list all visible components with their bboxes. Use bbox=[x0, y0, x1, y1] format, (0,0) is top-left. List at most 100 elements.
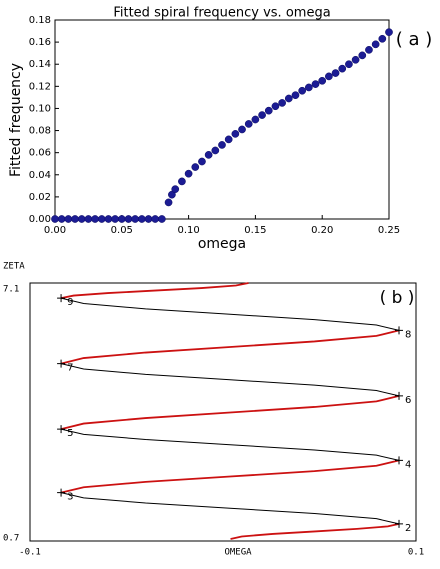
point-marker bbox=[57, 294, 66, 303]
x-tick-label: 0.00 bbox=[44, 225, 66, 236]
data-point bbox=[284, 94, 293, 103]
data-point bbox=[178, 177, 186, 186]
point-marker bbox=[57, 425, 66, 434]
point-label: 4 bbox=[405, 459, 411, 470]
data-point bbox=[131, 215, 140, 223]
data-point bbox=[91, 215, 99, 223]
data-point bbox=[331, 69, 340, 77]
point-marker bbox=[395, 519, 404, 528]
data-point bbox=[171, 185, 180, 193]
point-label: 9 bbox=[67, 297, 73, 308]
annotation: ( b ) bbox=[380, 288, 415, 308]
data-point bbox=[191, 163, 200, 171]
point-marker bbox=[57, 488, 66, 497]
point-label: 6 bbox=[405, 395, 411, 406]
x-axis-label: OMEGA bbox=[224, 548, 252, 558]
data-point bbox=[51, 215, 59, 223]
data-point bbox=[351, 55, 360, 64]
data-point bbox=[271, 102, 280, 111]
annotation: ( a ) bbox=[396, 29, 433, 50]
y-tick-label: 0.18 bbox=[29, 15, 51, 26]
y-tick-label: 0.7 bbox=[3, 534, 19, 544]
point-label: 2 bbox=[405, 523, 411, 534]
y-axis-label: ZETA bbox=[3, 262, 25, 272]
data-point bbox=[291, 91, 300, 100]
data-point bbox=[338, 64, 347, 73]
data-point bbox=[345, 60, 353, 69]
plot-frame-a bbox=[54, 19, 390, 220]
data-point bbox=[111, 215, 119, 223]
data-point bbox=[198, 157, 206, 166]
y-tick-label: 0.06 bbox=[29, 148, 51, 159]
y-tick-label: 0.16 bbox=[29, 37, 51, 48]
data-point bbox=[104, 215, 113, 223]
data-point bbox=[158, 215, 166, 223]
x-axis-label: omega bbox=[198, 236, 246, 252]
data-point bbox=[224, 135, 233, 144]
data-point bbox=[244, 120, 253, 128]
x-tick-label: 0.20 bbox=[311, 225, 333, 236]
data-point bbox=[97, 215, 106, 223]
chart-title: Fitted spiral frequency vs. omega bbox=[113, 6, 330, 21]
y-tick-label: 7.1 bbox=[3, 285, 19, 295]
data-point bbox=[371, 40, 380, 49]
data-point bbox=[204, 151, 213, 159]
point-label: 7 bbox=[67, 363, 73, 374]
data-point bbox=[264, 106, 273, 115]
data-point bbox=[278, 99, 286, 107]
plot-frame-b bbox=[29, 282, 417, 542]
data-point bbox=[325, 72, 333, 81]
y-tick-label: 0.00 bbox=[29, 214, 51, 225]
data-point bbox=[57, 215, 66, 223]
data-point bbox=[358, 51, 367, 60]
point-marker bbox=[395, 326, 404, 335]
data-point bbox=[77, 215, 86, 223]
point-marker bbox=[395, 456, 404, 465]
data-point bbox=[64, 215, 73, 223]
data-point bbox=[218, 141, 226, 149]
data-point bbox=[184, 169, 193, 178]
x-tick-label: 0.1 bbox=[408, 548, 424, 558]
y-tick-label: 0.08 bbox=[29, 126, 51, 137]
data-point bbox=[318, 76, 327, 85]
curve bbox=[60, 297, 400, 525]
data-point bbox=[168, 190, 176, 199]
y-tick-label: 0.10 bbox=[29, 103, 51, 114]
point-label: 8 bbox=[405, 329, 411, 340]
data-point bbox=[238, 125, 246, 134]
x-tick-label: 0.10 bbox=[177, 225, 199, 236]
data-point bbox=[211, 146, 220, 155]
data-point bbox=[304, 83, 313, 92]
y-tick-label: 0.14 bbox=[29, 59, 51, 70]
data-point bbox=[164, 198, 173, 207]
data-point bbox=[144, 215, 153, 223]
curve bbox=[60, 282, 400, 540]
point-marker bbox=[395, 391, 404, 400]
y-tick-label: 0.02 bbox=[29, 192, 51, 203]
data-point bbox=[311, 80, 320, 88]
data-point bbox=[258, 111, 266, 119]
x-tick-label: 0.15 bbox=[244, 225, 266, 236]
data-point bbox=[231, 130, 240, 138]
data-point bbox=[385, 28, 393, 37]
data-point bbox=[137, 215, 146, 223]
x-tick-label: 0.25 bbox=[378, 225, 400, 236]
y-tick-label: 0.04 bbox=[29, 170, 51, 181]
point-marker bbox=[57, 359, 66, 368]
data-point bbox=[71, 215, 79, 223]
data-point bbox=[298, 86, 307, 95]
point-label: 5 bbox=[67, 428, 73, 439]
y-axis-label: Fitted frequency bbox=[8, 63, 24, 177]
data-point bbox=[117, 215, 126, 223]
x-tick-label: 0.05 bbox=[111, 225, 133, 236]
x-tick-label: -0.1 bbox=[19, 548, 41, 558]
y-tick-label: 0.12 bbox=[29, 81, 51, 92]
point-label: 3 bbox=[67, 492, 73, 503]
data-point bbox=[251, 115, 260, 124]
data-point bbox=[365, 46, 373, 54]
data-point bbox=[124, 215, 133, 223]
data-point bbox=[378, 34, 387, 43]
data-point bbox=[151, 215, 160, 223]
data-point bbox=[84, 215, 93, 223]
